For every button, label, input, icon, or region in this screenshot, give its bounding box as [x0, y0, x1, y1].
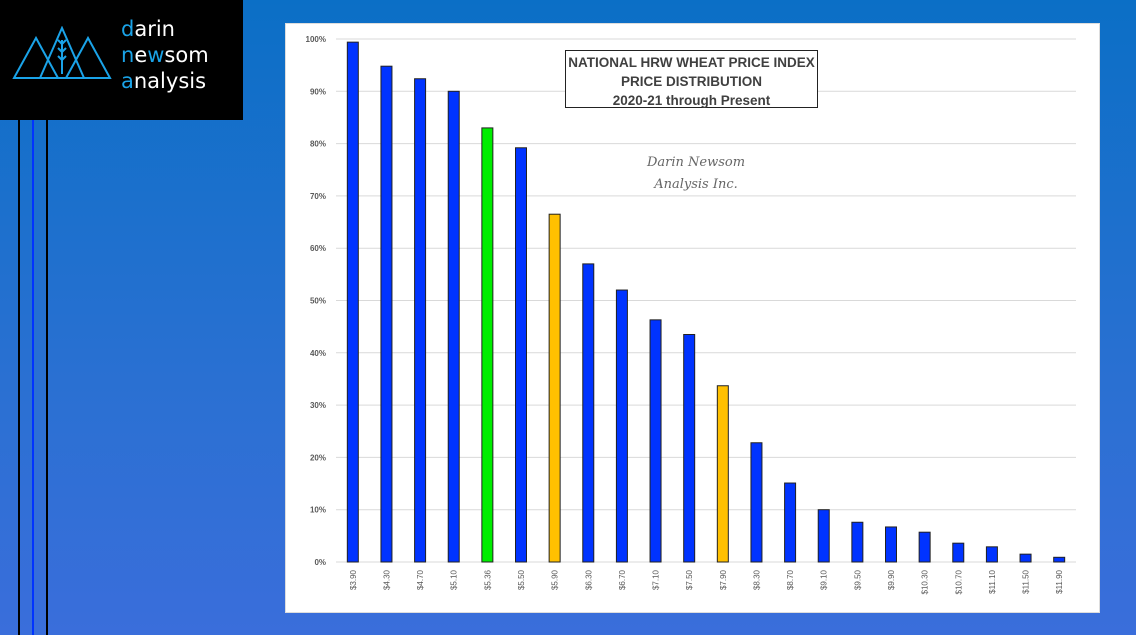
decor-line [18, 120, 20, 635]
bar [985, 546, 998, 563]
y-tick-label: 20% [310, 453, 326, 462]
bar [515, 147, 527, 563]
y-tick-label: 60% [310, 244, 326, 253]
mountain-wheat-logo-icon [12, 26, 112, 79]
x-tick-label: $9.10 [820, 569, 829, 590]
logo: darin newsom analysis [0, 0, 243, 120]
x-tick-label: $7.10 [652, 569, 661, 590]
y-tick-label: 30% [310, 401, 326, 410]
x-tick-label: $7.50 [685, 569, 694, 590]
x-tick-label: $8.70 [786, 569, 795, 590]
chart: 0% 10% 20% 30% 40% 50% 60% 70% 80% 90% 100% $3.90 $4… [285, 23, 1100, 613]
bar [918, 531, 931, 563]
bar-chart: 0% 10% 20% 30% 40% 50% 60% 70% 80% 90% 100% $3.90 $4… [306, 35, 1076, 594]
x-tick-label: $11.90 [1055, 569, 1064, 593]
title-line: 2020-21 through Present [612, 93, 771, 108]
x-tick-label: $6.70 [618, 569, 627, 590]
y-tick-label: 40% [310, 349, 326, 358]
bar [716, 385, 729, 563]
x-tick-label: $6.30 [584, 569, 593, 590]
title-line: NATIONAL HRW WHEAT PRICE INDEX [568, 55, 815, 70]
x-tick-label: $3.90 [349, 569, 358, 590]
y-tick-label: 10% [310, 506, 326, 515]
x-tick-label: $5.10 [450, 569, 459, 590]
x-tick-label: $5.90 [551, 569, 560, 590]
bar [380, 65, 393, 563]
bar [784, 482, 797, 563]
decor-line [46, 120, 48, 635]
x-tick-label: $4.70 [416, 569, 425, 590]
x-tick-label: $9.90 [887, 569, 896, 590]
watermark-line: Darin Newsom [646, 155, 746, 170]
bar [548, 213, 561, 563]
x-tick-label: $9.50 [853, 569, 862, 590]
decor-line [32, 120, 34, 635]
chart-title: NATIONAL HRW WHEAT PRICE INDEX PRICE DIS… [565, 50, 818, 108]
y-tick-label: 70% [310, 192, 326, 201]
x-tick-label: $7.90 [719, 569, 728, 590]
x-tick-label: $4.30 [382, 569, 391, 590]
y-tick-label: 80% [310, 140, 326, 149]
y-tick-label: 50% [310, 297, 326, 306]
watermark: Darin Newsom Analysis Inc. [616, 152, 776, 196]
bar [1053, 556, 1066, 563]
bar [952, 542, 965, 563]
bar [481, 127, 494, 563]
title-line: PRICE DISTRIBUTION [620, 74, 762, 89]
watermark-line: Analysis Inc. [654, 177, 738, 192]
x-tick-label: $11.10 [988, 569, 997, 593]
bar [649, 319, 662, 563]
x-tick-label: $10.30 [921, 569, 930, 594]
x-tick-label: $10.70 [954, 569, 963, 594]
bar [885, 526, 897, 563]
bar [414, 78, 427, 563]
bar [683, 333, 696, 563]
bar [615, 289, 628, 563]
bar [1019, 553, 1032, 563]
bar [851, 521, 864, 563]
bar [817, 509, 830, 563]
x-tick-label: $5.50 [517, 569, 526, 590]
y-tick-label: 90% [310, 87, 326, 96]
bar [346, 41, 359, 563]
bar [582, 263, 595, 563]
y-tick-label: 100% [306, 35, 326, 44]
bar [447, 90, 460, 563]
logo-text: darin newsom analysis [121, 17, 209, 93]
x-tick-label: $5.36 [483, 569, 492, 590]
x-tick-label: $11.50 [1022, 569, 1031, 593]
y-tick-label: 0% [314, 558, 326, 567]
x-tick-label: $8.30 [752, 569, 761, 590]
bar [750, 442, 763, 563]
